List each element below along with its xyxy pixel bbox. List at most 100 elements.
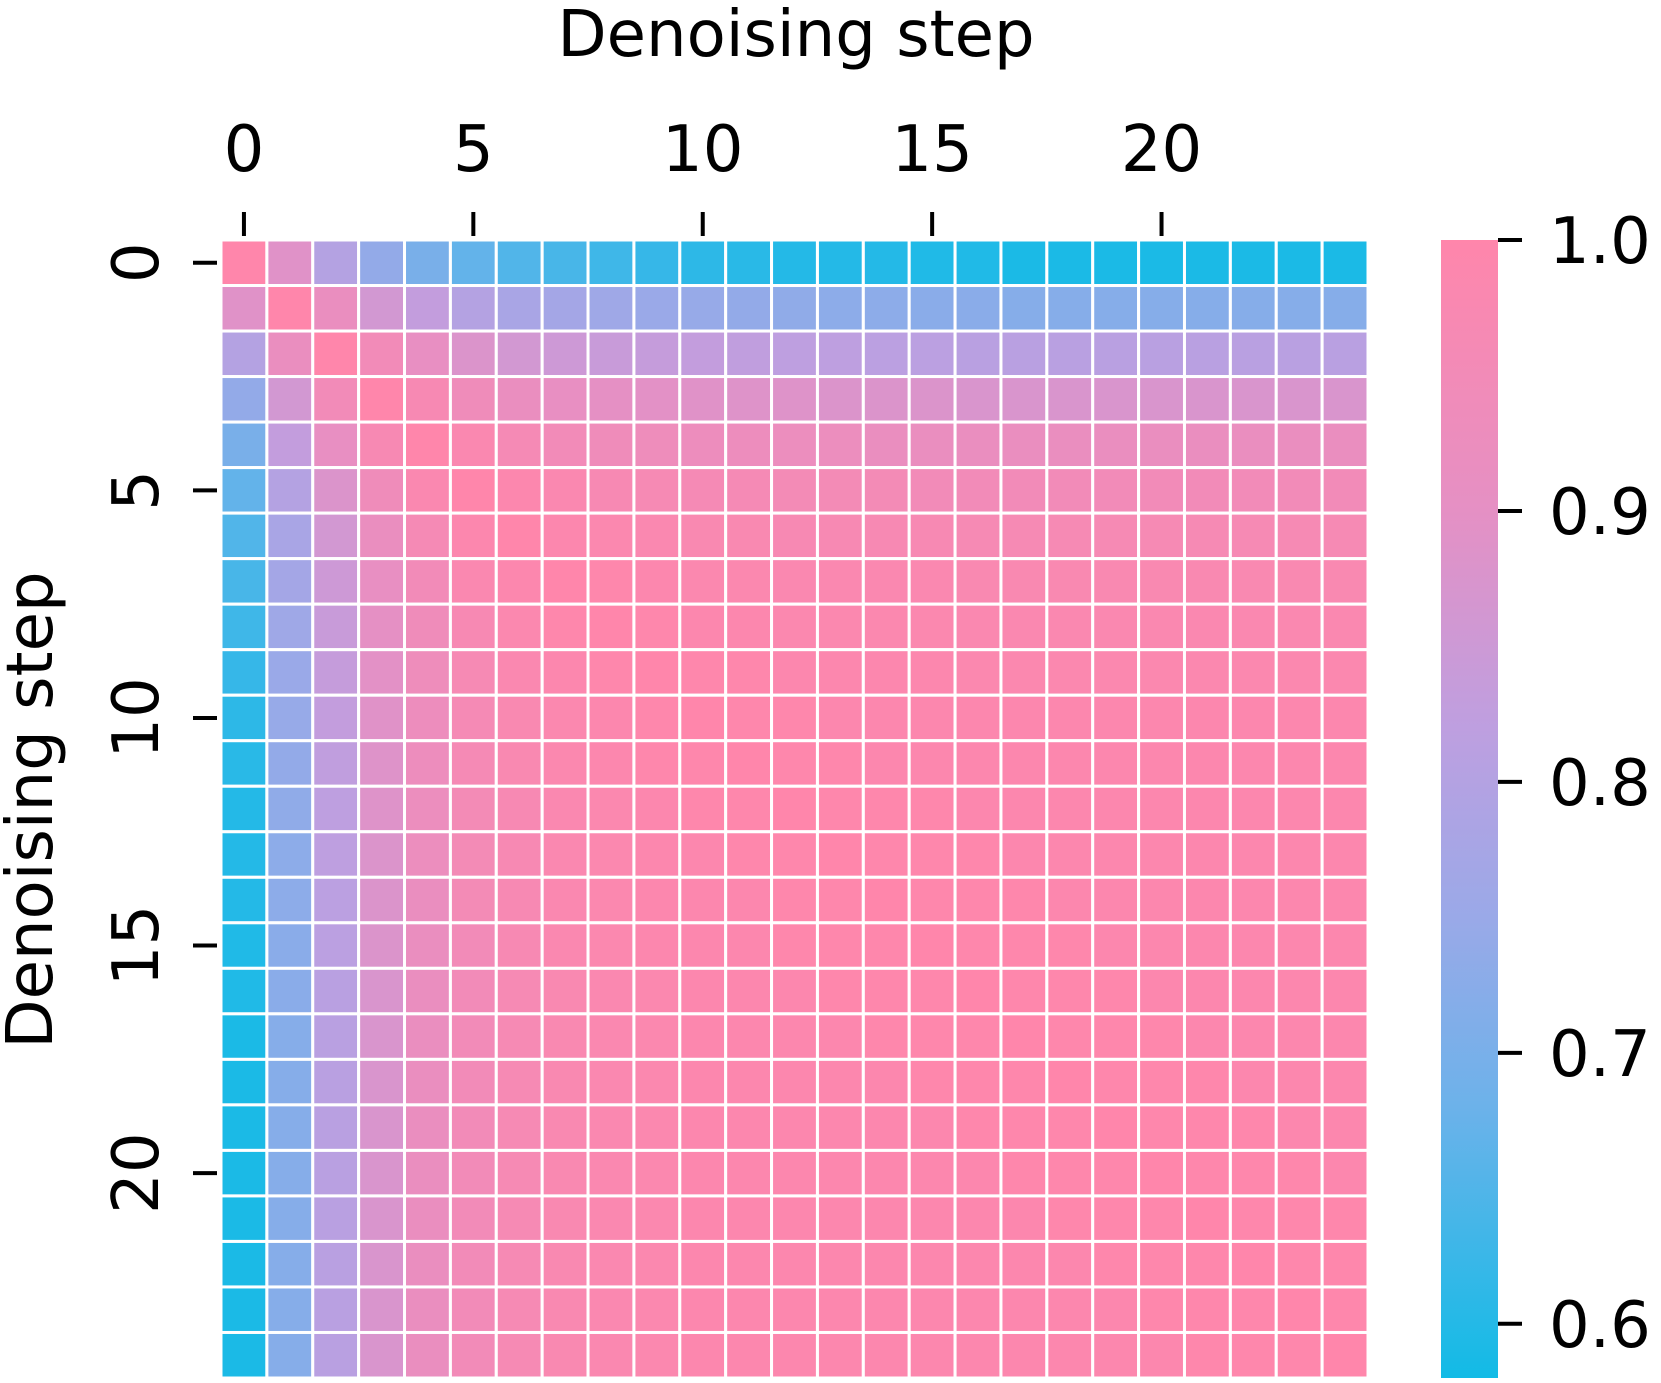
heatmap-cell xyxy=(265,648,315,697)
heatmap-cell xyxy=(861,784,911,834)
heatmap-cell xyxy=(219,1148,269,1198)
heatmap-cell xyxy=(311,1285,361,1334)
heatmap-cell xyxy=(265,830,315,879)
heatmap-cell xyxy=(861,1148,911,1198)
heatmap-cell xyxy=(311,966,361,1016)
heatmap-cell xyxy=(494,693,544,743)
heatmap-cell xyxy=(861,1285,911,1334)
heatmap-cell xyxy=(448,1103,498,1152)
heatmap-cell xyxy=(219,420,269,470)
heatmap-cell xyxy=(632,1330,682,1380)
heatmap-cell xyxy=(403,420,452,470)
heatmap-cell xyxy=(770,1239,819,1289)
heatmap-cell xyxy=(861,420,911,470)
heatmap-cell xyxy=(494,1285,544,1334)
heatmap-cell xyxy=(907,284,957,333)
heatmap-cell xyxy=(1045,1285,1095,1334)
heatmap-cell xyxy=(586,1057,636,1107)
heatmap-cell xyxy=(448,1285,498,1334)
heatmap-cell xyxy=(219,557,269,606)
heatmap-cell xyxy=(861,557,911,606)
heatmap-cell xyxy=(770,511,819,561)
colorbar-ticks: 1.0 0.9 0.8 0.7 0.6 xyxy=(1498,205,1651,1363)
heatmap-cell xyxy=(357,511,407,561)
heatmap-cell xyxy=(586,739,636,788)
colorbar-tick-label: 0.8 xyxy=(1549,747,1651,821)
heatmap-cell xyxy=(1091,284,1141,333)
heatmap-cell xyxy=(540,557,590,606)
heatmap-cell xyxy=(861,1103,911,1152)
heatmap-cell xyxy=(357,284,407,333)
heatmap-cell xyxy=(632,784,682,834)
heatmap-cell xyxy=(494,784,544,834)
heatmap-cell xyxy=(770,1194,819,1243)
heatmap-cell xyxy=(953,693,1003,743)
heatmap-cell xyxy=(678,1285,728,1334)
heatmap-cell xyxy=(357,966,407,1016)
heatmap-cell xyxy=(1320,466,1370,515)
heatmap-cells xyxy=(219,238,1370,1380)
heatmap-cell xyxy=(265,466,315,515)
heatmap-cell xyxy=(953,1103,1003,1152)
heatmap-cell xyxy=(632,1239,682,1289)
heatmap-cell xyxy=(265,602,315,652)
heatmap-cell xyxy=(311,1239,361,1289)
x-axis-label: Denoising step xyxy=(557,0,1034,72)
heatmap-cell xyxy=(403,1148,452,1198)
heatmap-cell xyxy=(724,1330,774,1380)
heatmap-cell xyxy=(448,375,498,424)
heatmap-cell xyxy=(907,511,957,561)
heatmap-cell xyxy=(1274,875,1324,925)
heatmap-cell xyxy=(586,1330,636,1380)
heatmap-cell xyxy=(357,1194,407,1243)
heatmap-cell xyxy=(907,830,957,879)
heatmap-cell xyxy=(1045,375,1095,424)
heatmap-cell xyxy=(448,1148,498,1198)
heatmap-cell xyxy=(403,830,452,879)
heatmap-cell xyxy=(403,739,452,788)
heatmap-cell xyxy=(632,238,682,288)
heatmap-cell xyxy=(999,1330,1049,1380)
heatmap-cell xyxy=(1228,329,1278,379)
heatmap-cell xyxy=(815,375,865,424)
heatmap-cell xyxy=(540,1330,590,1380)
heatmap-cell xyxy=(861,739,911,788)
heatmap-cell xyxy=(311,238,361,288)
heatmap-cell xyxy=(219,830,269,879)
heatmap-cell xyxy=(403,602,452,652)
heatmap-cell xyxy=(1045,739,1095,788)
heatmap-cell xyxy=(1274,966,1324,1016)
heatmap-cell xyxy=(999,1103,1049,1152)
heatmap-cell xyxy=(770,602,819,652)
heatmap-cell xyxy=(1228,1103,1278,1152)
heatmap-cell xyxy=(953,1148,1003,1198)
heatmap-cell xyxy=(1045,1239,1095,1289)
heatmap-cell xyxy=(815,284,865,333)
heatmap-cell xyxy=(861,1330,911,1380)
heatmap-cell xyxy=(724,784,774,834)
heatmap-cell xyxy=(724,420,774,470)
heatmap-cell xyxy=(724,1194,774,1243)
heatmap-cell xyxy=(219,284,269,333)
heatmap-cell xyxy=(494,284,544,333)
heatmap-cell xyxy=(678,1057,728,1107)
heatmap-cell xyxy=(724,557,774,606)
heatmap-cell xyxy=(1320,602,1370,652)
heatmap-cell xyxy=(540,602,590,652)
heatmap-cell xyxy=(907,238,957,288)
heatmap-cell xyxy=(770,1057,819,1107)
heatmap-cell xyxy=(219,1330,269,1380)
heatmap-cell xyxy=(861,329,911,379)
heatmap-cell xyxy=(1182,284,1232,333)
heatmap-cell xyxy=(357,1103,407,1152)
heatmap-cell xyxy=(219,1194,269,1243)
heatmap-cell xyxy=(1274,420,1324,470)
heatmap-cell xyxy=(311,784,361,834)
heatmap-cell xyxy=(1182,1012,1232,1061)
heatmap-cell xyxy=(357,375,407,424)
heatmap-cell xyxy=(999,238,1049,288)
heatmap-cell xyxy=(999,1285,1049,1334)
heatmap-cell xyxy=(1320,1239,1370,1289)
heatmap-cell xyxy=(678,375,728,424)
heatmap-cell xyxy=(448,238,498,288)
